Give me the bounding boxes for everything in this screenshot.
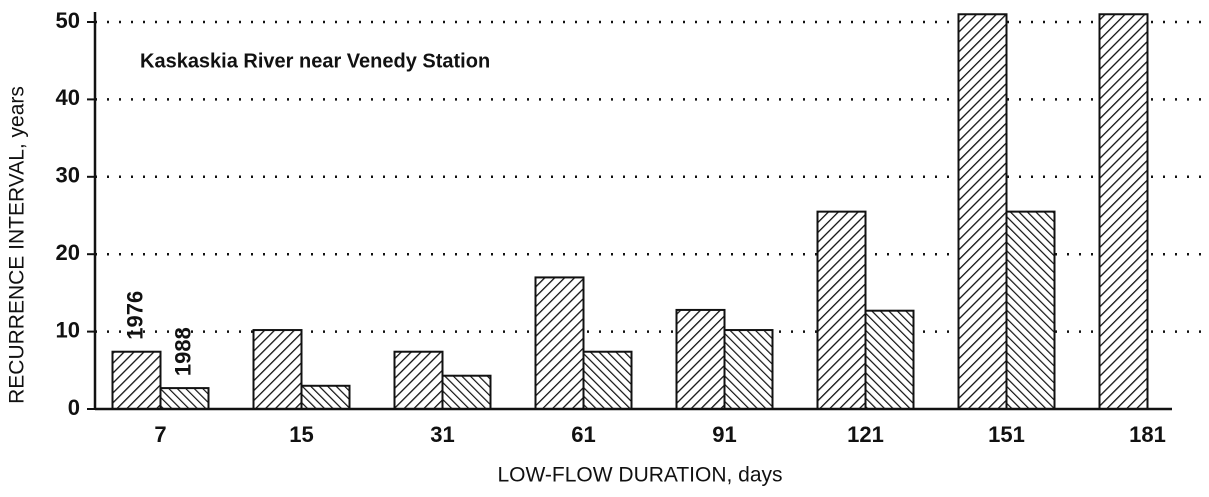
- bar: [582, 350, 633, 410]
- bar: [1005, 210, 1056, 410]
- bar: [252, 329, 303, 410]
- y-tick-label: 40: [56, 85, 80, 110]
- x-tick-label: 7: [154, 422, 166, 447]
- bar: [1098, 13, 1149, 410]
- x-tick-label: 31: [430, 422, 454, 447]
- y-tick-label: 10: [56, 317, 80, 342]
- x-tick-label: 61: [571, 422, 595, 447]
- bar: [159, 387, 210, 410]
- bar: [441, 374, 492, 410]
- y-axis-label: RECURRENCE INTERVAL, years: [6, 86, 29, 404]
- series-label: 1976: [122, 291, 147, 340]
- bar: [675, 308, 726, 411]
- x-tick-label: 181: [1129, 422, 1166, 447]
- x-tick-label: 121: [847, 422, 884, 447]
- x-tick-label: 91: [712, 422, 736, 447]
- x-axis-label: LOW-FLOW DURATION, days: [497, 464, 782, 487]
- bar: [816, 210, 867, 410]
- series-label: 1988: [170, 327, 195, 376]
- bar: [534, 276, 585, 411]
- y-tick-label: 0: [68, 395, 80, 420]
- y-tick-label: 20: [56, 240, 80, 265]
- bar: [864, 309, 915, 410]
- bar: [393, 350, 444, 410]
- x-tick-label: 15: [289, 422, 313, 447]
- y-tick-label: 50: [56, 8, 80, 33]
- bar: [111, 350, 162, 410]
- y-tick-label: 30: [56, 163, 80, 188]
- chart-title: Kaskaskia River near Venedy Station: [140, 50, 490, 72]
- bar: [957, 13, 1008, 410]
- x-tick-label: 151: [988, 422, 1025, 447]
- bar: [723, 329, 774, 410]
- bar: [300, 384, 351, 410]
